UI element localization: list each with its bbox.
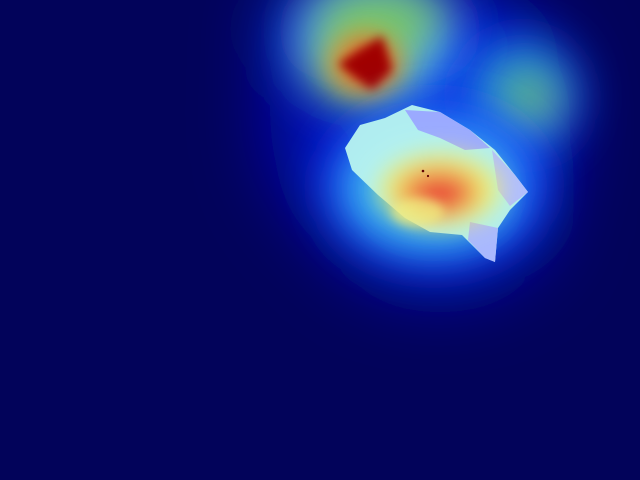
upper-hotspot [290, 0, 460, 110]
central-overexposed-patch [345, 105, 528, 262]
right-faint-blob [460, 35, 580, 155]
